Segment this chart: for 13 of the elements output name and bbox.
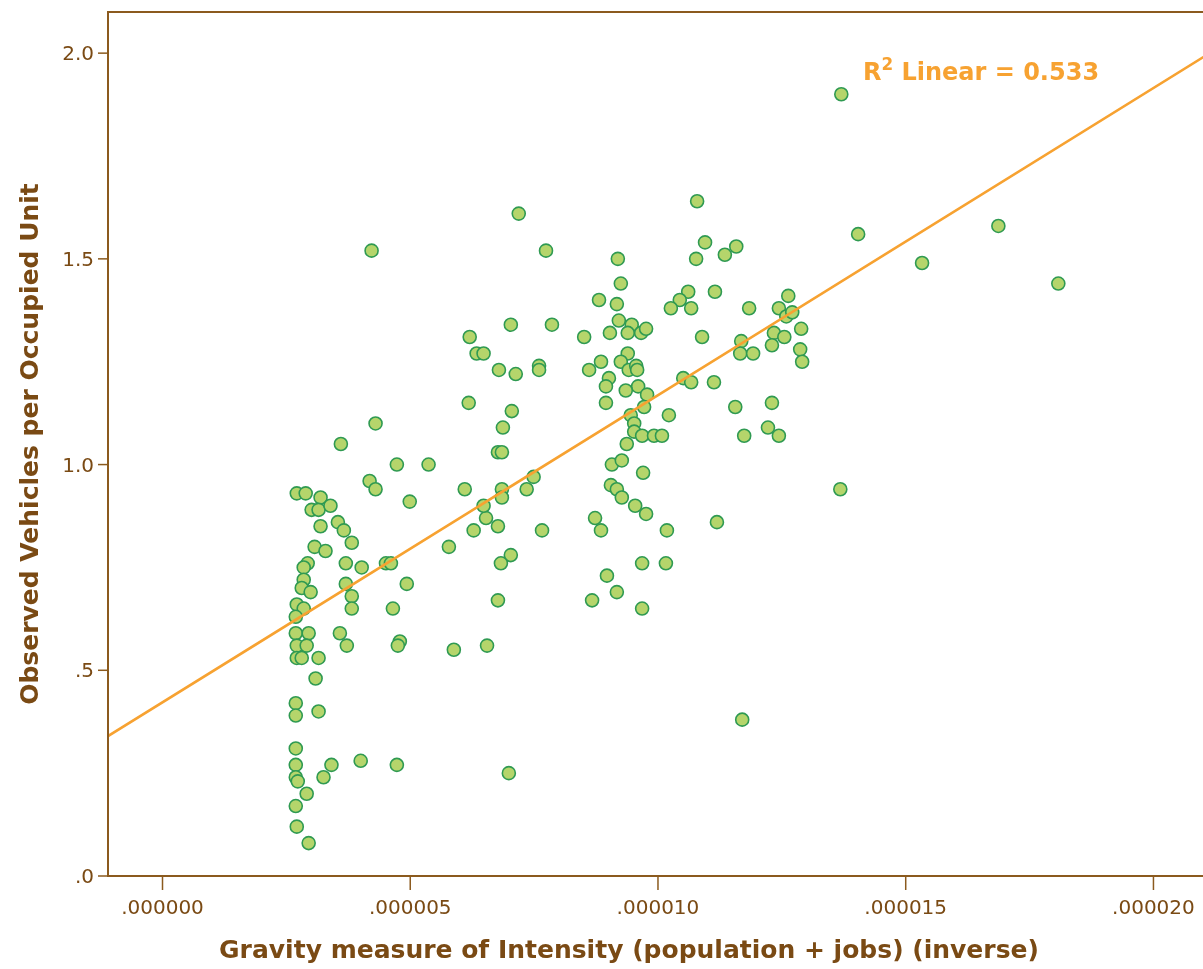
y-tick-label: 1.0 [62, 452, 94, 477]
x-tick-label: .000005 [368, 895, 452, 919]
y-tick-label: .0 [74, 864, 94, 888]
annotation: R$^{2}$ Linear = 0.533 [862, 54, 1100, 87]
x-tick-label: .000020 [1112, 895, 1195, 919]
y-tick-label: .5 [74, 658, 94, 683]
y-tick-label: 2.0 [62, 41, 94, 66]
x-axis-title: Gravity measure of Intensity (population + jobs) (inverse) [219, 935, 1039, 964]
x-tick-label: .000010 [616, 895, 700, 919]
x-tick-label: .000000 [121, 895, 204, 919]
x-tick-label: .000015 [864, 895, 948, 919]
y-axis-title: Observed Vehicles per Occupied Unit [15, 183, 44, 705]
y-tick-label: 1.5 [62, 246, 94, 271]
